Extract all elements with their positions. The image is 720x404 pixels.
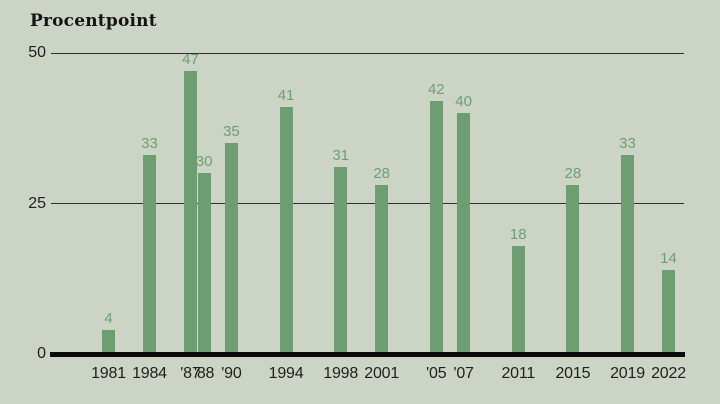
bar bbox=[334, 167, 348, 354]
bar bbox=[429, 101, 443, 354]
bar bbox=[224, 143, 238, 354]
x-axis-tick-label: '87 bbox=[180, 365, 201, 382]
y-axis-tick-label: 0 bbox=[37, 345, 46, 362]
chart-title: Procentpoint bbox=[30, 11, 157, 31]
x-axis-tick-label: 1994 bbox=[268, 365, 304, 382]
x-axis-tick-label: 1998 bbox=[323, 365, 359, 382]
x-axis-tick-label: 2011 bbox=[501, 365, 536, 382]
bar-value-label: 28 bbox=[564, 165, 582, 183]
x-axis-tick-label: 1984 bbox=[132, 365, 167, 382]
bar-value-label: 41 bbox=[277, 87, 295, 105]
x-axis-tick-label: 1981 bbox=[91, 365, 126, 382]
x-axis-tick-label: '90 bbox=[221, 365, 242, 382]
bar-value-label: 14 bbox=[660, 249, 677, 267]
x-axis-tick-label: 2001 bbox=[364, 365, 400, 382]
bar-value-label: 47 bbox=[182, 51, 199, 69]
bar bbox=[375, 185, 389, 354]
bar-value-label: 33 bbox=[141, 135, 158, 153]
bar-value-label: 40 bbox=[455, 93, 472, 111]
y-axis-tick-label: 25 bbox=[28, 194, 46, 212]
bar bbox=[142, 155, 156, 354]
bar bbox=[566, 185, 580, 354]
bar bbox=[621, 155, 635, 354]
y-axis-tick-label: 50 bbox=[28, 44, 46, 61]
bar bbox=[662, 269, 675, 354]
x-axis-tick-label: '07 bbox=[453, 365, 474, 382]
bar-value-label: 28 bbox=[373, 165, 390, 183]
bar-value-label: 18 bbox=[509, 225, 527, 243]
bar bbox=[102, 329, 115, 354]
bar bbox=[183, 71, 197, 354]
x-axis-tick-label: 2022 bbox=[651, 365, 686, 382]
bar bbox=[197, 173, 211, 354]
x-axis-baseline bbox=[50, 352, 685, 357]
x-axis-tick-label: 2015 bbox=[555, 365, 591, 382]
y-gridline bbox=[51, 52, 684, 54]
bar-value-label: 4 bbox=[104, 309, 113, 327]
bar-value-label: 30 bbox=[195, 153, 213, 171]
bar bbox=[457, 113, 471, 354]
x-axis-tick-label: '88 bbox=[193, 365, 215, 382]
bar bbox=[279, 107, 293, 354]
y-gridline bbox=[51, 203, 684, 204]
x-axis-tick-label: 2019 bbox=[610, 365, 645, 382]
bar-value-label: 31 bbox=[332, 147, 350, 165]
x-axis-tick-label: '05 bbox=[426, 365, 447, 382]
bar bbox=[511, 245, 525, 354]
bar-value-label: 33 bbox=[619, 135, 636, 153]
bar-value-label: 35 bbox=[223, 123, 240, 141]
bar-value-label: 42 bbox=[427, 81, 445, 99]
